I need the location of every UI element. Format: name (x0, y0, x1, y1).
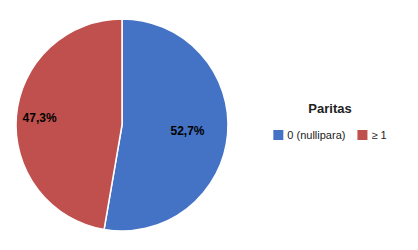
legend-entry: ≥ 1 (357, 129, 386, 141)
legend-label: 0 (nullipara) (287, 129, 345, 141)
legend-title: Paritas (308, 101, 351, 116)
legend-swatch (357, 130, 367, 140)
data-labels: 52,7% 47,3% (23, 111, 205, 138)
pie (16, 19, 228, 231)
legend-label: ≥ 1 (371, 129, 386, 141)
legend: Paritas 0 (nullipara) ≥ 1 (273, 101, 386, 141)
data-label: 52,7% (170, 124, 204, 138)
chart-container: 52,7% 47,3% Paritas 0 (nullipara) ≥ 1 (0, 0, 418, 250)
pie-slice (16, 19, 122, 229)
legend-entry: 0 (nullipara) (273, 129, 345, 141)
chart-svg: 52,7% 47,3% Paritas 0 (nullipara) ≥ 1 (0, 0, 418, 250)
data-label: 47,3% (23, 111, 57, 125)
legend-swatch (273, 130, 283, 140)
